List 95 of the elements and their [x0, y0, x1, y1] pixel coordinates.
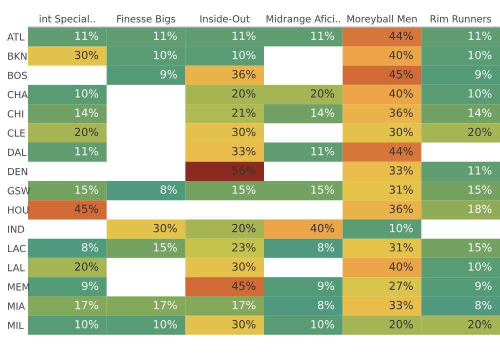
y-tick-label: CHA [8, 90, 28, 98]
data-label: 40% [389, 89, 413, 98]
data-label: 20% [232, 224, 256, 232]
data-label: 10% [468, 89, 492, 98]
data-label: 20% [310, 89, 334, 98]
x-tick-label: Midrange Afici.. [266, 14, 340, 24]
data-label: 36% [232, 70, 256, 78]
data-label: 15% [75, 185, 98, 194]
data-label: 8% [475, 300, 492, 310]
data-label: 20% [390, 320, 413, 328]
data-label: 20% [232, 89, 256, 98]
data-label: 10% [75, 320, 98, 328]
data-label: 17% [232, 300, 256, 310]
x-tick-label: Moreyball Men [347, 14, 417, 24]
y-tick-label: LAL [8, 264, 25, 272]
data-label: 20% [74, 128, 98, 136]
x-tick-label: Inside-Out [200, 14, 250, 22]
data-label: 30% [74, 50, 98, 60]
data-label: 33% [390, 300, 413, 310]
data-label: 11% [468, 32, 492, 40]
data-label: 14% [311, 108, 334, 117]
data-label: 40% [389, 50, 413, 60]
y-tick-label: DEN [8, 168, 28, 176]
data-label: 9% [475, 282, 492, 290]
data-label: 11% [154, 32, 177, 40]
data-label: 45% [74, 204, 98, 214]
data-label: 15% [232, 185, 256, 194]
data-label: 15% [154, 243, 177, 252]
data-label: 23% [232, 243, 256, 252]
y-tick-label: MIA [8, 302, 25, 310]
data-label: 33% [390, 166, 413, 175]
data-label: 31% [390, 185, 413, 194]
data-label: 45% [232, 282, 256, 290]
data-label: 11% [75, 32, 98, 40]
data-label: 11% [311, 32, 334, 40]
data-label: 8% [318, 243, 334, 252]
data-label: 10% [232, 50, 256, 60]
y-tick-label: CLE [8, 129, 25, 137]
data-label: 14% [468, 108, 492, 117]
data-label: 18% [468, 204, 492, 214]
data-label: 9% [160, 70, 177, 78]
data-label: 11% [75, 146, 98, 156]
data-label: 33% [232, 146, 256, 156]
y-tick-label: LAC [8, 244, 26, 252]
data-label: 27% [390, 282, 413, 290]
data-label: 30% [232, 262, 256, 271]
data-label: 10% [154, 50, 177, 60]
data-label: 10% [468, 50, 492, 60]
data-label: 17% [154, 300, 177, 310]
y-tick-label: CHI [8, 110, 24, 118]
data-label: 11% [468, 166, 492, 175]
data-label: 30% [232, 320, 256, 328]
data-label: 14% [75, 108, 98, 117]
y-tick-label: MIL [8, 322, 24, 329]
data-label: 17% [75, 300, 98, 310]
data-label: 31% [390, 243, 413, 252]
data-label: 9% [318, 282, 334, 290]
y-tick-label: DAL [8, 148, 26, 156]
data-label: 8% [160, 185, 177, 194]
data-label: 44% [389, 32, 413, 40]
data-label: 10% [468, 262, 492, 271]
data-label: 56% [232, 166, 256, 175]
data-label: 20% [468, 128, 492, 136]
data-label: 15% [468, 185, 492, 194]
data-label: 15% [311, 185, 334, 194]
data-label: 20% [468, 320, 492, 328]
data-label: 11% [232, 32, 256, 40]
data-label: 36% [390, 204, 413, 214]
x-tick-label: Rim Runners [430, 14, 492, 22]
data-label: 30% [232, 128, 256, 136]
data-label: 21% [232, 108, 256, 117]
data-label: 44% [389, 146, 413, 156]
data-label: 45% [389, 70, 413, 78]
data-label: 10% [75, 89, 98, 98]
y-tick-label: ATL [7, 33, 24, 40]
data-label: 10% [390, 224, 413, 232]
data-label: 8% [82, 243, 98, 252]
y-tick-label: BOS [8, 72, 27, 80]
data-label: 15% [468, 243, 492, 252]
data-label: 8% [318, 300, 334, 310]
data-label: 30% [154, 224, 177, 232]
data-label: 10% [154, 320, 177, 328]
data-label: 30% [390, 128, 413, 136]
data-label: 20% [74, 262, 98, 271]
data-label: 36% [390, 108, 413, 117]
x-tick-label: Finesse Bigs [117, 14, 176, 24]
data-label: 40% [310, 224, 334, 232]
y-tick-label: BKN [8, 52, 27, 60]
data-label: 9% [475, 70, 492, 78]
data-label: 10% [311, 320, 334, 328]
x-tick-label: int Special.. [40, 14, 95, 24]
y-tick-label: IND [8, 226, 24, 233]
data-label: 40% [389, 262, 413, 271]
data-label: 11% [311, 146, 334, 156]
data-label: 9% [82, 282, 98, 290]
